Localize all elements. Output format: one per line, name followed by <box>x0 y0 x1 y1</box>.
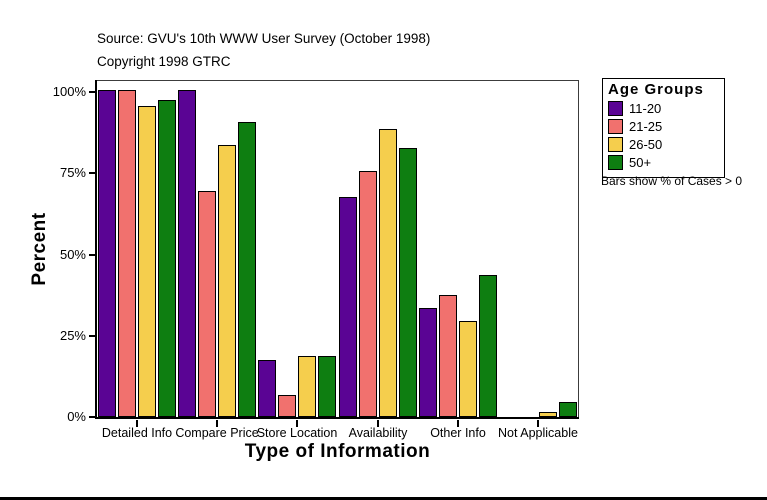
legend-item-label: 50+ <box>629 154 652 170</box>
bar <box>298 356 317 417</box>
x-axis-title: Type of Information <box>244 441 431 462</box>
bar-group <box>177 80 257 417</box>
bar <box>238 122 257 417</box>
legend-item-label: 26-50 <box>629 136 663 152</box>
bar <box>178 90 197 417</box>
bar <box>458 321 477 417</box>
bar <box>558 402 577 417</box>
x-tick-mark <box>377 420 379 427</box>
bar <box>499 415 517 417</box>
x-tick-label: Other Info <box>430 426 486 440</box>
legend-item-label: 11-20 <box>629 100 662 116</box>
bar <box>138 106 157 417</box>
bar <box>118 90 137 417</box>
x-tick-label: Store Location <box>256 426 338 440</box>
bar <box>218 145 237 417</box>
bar <box>318 356 337 417</box>
bar <box>478 275 497 417</box>
bar <box>398 148 417 417</box>
bar <box>378 129 397 417</box>
bar <box>418 308 437 417</box>
x-tick-label: Compare Price <box>175 426 259 440</box>
y-tick-mark <box>89 172 97 174</box>
bar-group <box>498 80 578 417</box>
y-tick-mark <box>89 335 97 337</box>
legend-swatch <box>608 119 623 134</box>
bar <box>198 191 217 417</box>
legend-item-label: 21-25 <box>629 118 663 134</box>
y-tick-label: 100% <box>52 84 86 99</box>
plot-frame-top <box>97 80 579 81</box>
y-tick-label: 0% <box>67 409 86 424</box>
legend-title: Age Groups <box>608 81 704 98</box>
legend-footnote: Bars show % of Cases > 0 <box>601 174 743 188</box>
y-tick-label: 75% <box>59 165 86 180</box>
legend-item: 26-50 <box>608 137 720 152</box>
x-tick-mark <box>216 420 218 427</box>
bar-group <box>338 80 418 417</box>
x-tick-label: Availability <box>348 426 408 440</box>
legend-item: 11-20 <box>608 101 720 116</box>
bar <box>538 412 557 417</box>
bar <box>278 395 297 417</box>
legend-swatch <box>608 137 623 152</box>
legend-item: 21-25 <box>608 119 720 134</box>
bar <box>338 197 357 417</box>
bar-group <box>257 80 337 417</box>
plot-frame-right <box>578 80 579 417</box>
legend-item: 50+ <box>608 155 720 170</box>
bar <box>98 90 117 417</box>
x-tick-label: Not Applicable <box>498 426 578 440</box>
bar <box>358 171 377 417</box>
x-tick-mark <box>136 420 138 427</box>
copyright-caption: Copyright 1998 GTRC <box>97 54 231 69</box>
bottom-border-line <box>0 497 767 500</box>
source-caption: Source: GVU's 10th WWW User Survey (Octo… <box>97 31 431 46</box>
x-tick-mark <box>457 420 459 427</box>
bar <box>438 295 457 417</box>
y-tick-label: 50% <box>59 247 86 262</box>
x-axis-line <box>95 417 579 419</box>
y-tick-mark <box>89 416 97 418</box>
bar <box>258 360 277 417</box>
bar <box>519 415 537 417</box>
y-tick-label: 25% <box>59 328 86 343</box>
bar <box>158 100 177 417</box>
y-axis-line <box>95 80 97 419</box>
bar-group <box>97 80 177 417</box>
plot-area <box>97 80 578 417</box>
legend-box: Age Groups 11-20 21-25 26-50 50+ <box>602 78 725 178</box>
y-tick-mark <box>89 91 97 93</box>
bar-group <box>418 80 498 417</box>
x-tick-mark <box>537 420 539 427</box>
legend-swatch <box>608 155 623 170</box>
y-axis-title: Percent <box>29 212 50 286</box>
x-tick-label: Detailed Info <box>101 426 173 440</box>
x-tick-mark <box>296 420 298 427</box>
y-tick-mark <box>89 254 97 256</box>
legend-swatch <box>608 101 623 116</box>
legend-items: 11-20 21-25 26-50 50+ <box>608 101 720 170</box>
